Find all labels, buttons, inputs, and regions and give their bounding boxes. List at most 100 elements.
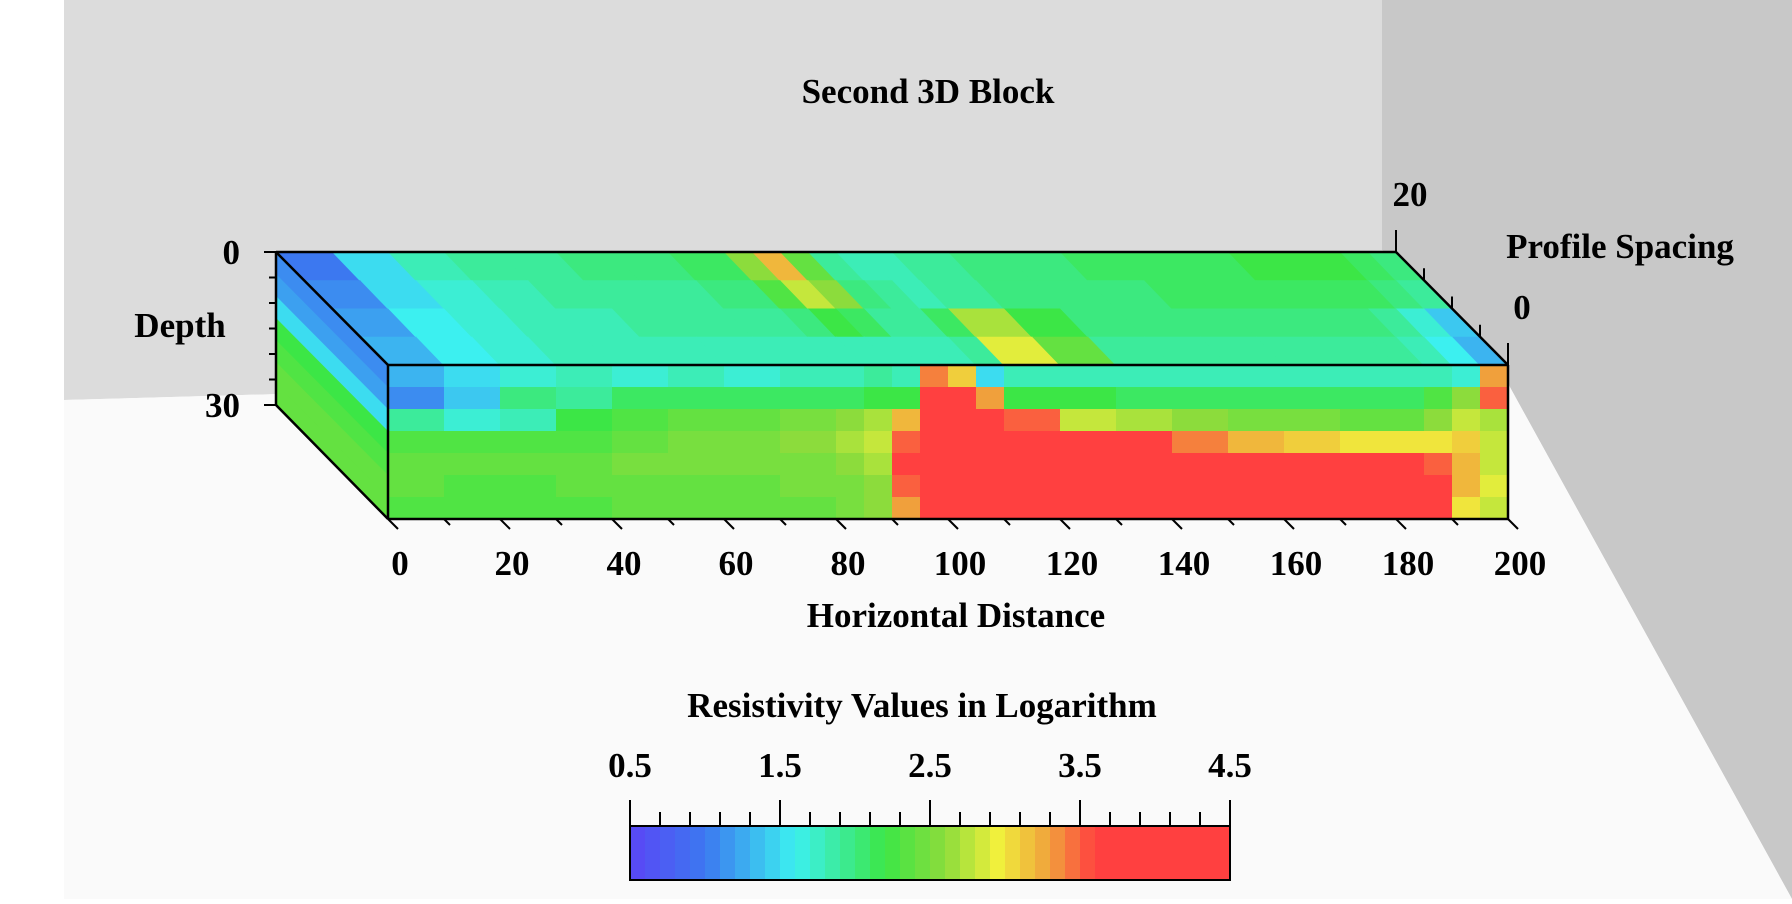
front-face-cell <box>836 431 865 454</box>
front-face-cell <box>724 409 781 432</box>
colorbar-swatch <box>855 826 871 880</box>
tick-mark <box>723 518 735 530</box>
front-face-cell <box>444 365 501 388</box>
colorbar-tick-label: 0.5 <box>608 746 652 785</box>
front-face-cell <box>1284 365 1341 388</box>
colorbar-swatch <box>1140 826 1156 880</box>
front-face-cell <box>1116 431 1173 454</box>
front-face-cell <box>1172 475 1229 498</box>
front-face-cell <box>1284 409 1341 432</box>
axis-tick-labels: 0 20 40 60 80 100 120 140 160 180 200 0 30 0 20 <box>205 175 1546 583</box>
front-face-cell <box>892 409 921 432</box>
top-face-cell <box>1340 252 1397 282</box>
front-face-cell <box>668 475 725 498</box>
front-face-cell <box>668 431 725 454</box>
top-face-cell <box>1340 308 1397 338</box>
colorbar-swatch <box>1125 826 1141 880</box>
front-face-cell <box>976 431 1005 454</box>
x-tick-label: 120 <box>1046 544 1099 583</box>
front-face-cell <box>1060 431 1117 454</box>
front-face-cell <box>1452 497 1481 520</box>
front-face-cell <box>1228 387 1285 410</box>
front-face-cell <box>920 365 949 388</box>
front-face-cell <box>1004 431 1061 454</box>
front-face-cell <box>864 453 893 476</box>
top-face-cell <box>752 252 809 282</box>
colorbar-swatch <box>690 826 706 880</box>
tick-mark <box>1507 518 1519 530</box>
side-face-cell <box>276 340 388 476</box>
front-face-cell <box>1424 431 1453 454</box>
front-face-cell <box>948 431 977 454</box>
front-face-cell <box>1284 387 1341 410</box>
front-face-cell <box>920 387 949 410</box>
front-face-cell <box>1228 365 1285 388</box>
top-face-cell <box>1340 280 1397 310</box>
front-face-cell <box>1116 453 1173 476</box>
top-face-cell <box>780 280 837 310</box>
colorbar-swatch <box>720 826 736 880</box>
tick-mark <box>1227 518 1235 526</box>
front-face-cell <box>1424 475 1453 498</box>
front-face-cell <box>388 387 445 410</box>
top-face-cell <box>780 308 837 338</box>
top-face-cell <box>752 280 809 310</box>
front-face-cell <box>1396 387 1425 410</box>
top-face-cell <box>1396 336 1453 366</box>
front-face-cell <box>836 365 865 388</box>
front-face-cell <box>920 431 949 454</box>
front-face-cell <box>1452 409 1481 432</box>
profile-tick-label: 0 <box>1513 288 1531 327</box>
tick-mark <box>667 518 675 526</box>
top-face-cell <box>808 252 865 282</box>
top-face-cell <box>1424 336 1481 366</box>
front-face-cell <box>556 431 613 454</box>
colorbar-swatch <box>915 826 931 880</box>
tick-mark <box>891 518 899 526</box>
colorbar-swatch <box>1065 826 1081 880</box>
front-face-cell <box>724 475 781 498</box>
front-face-cell <box>500 453 557 476</box>
front-face-cell <box>976 453 1005 476</box>
colorbar-swatch <box>750 826 766 880</box>
colorbar-swatch <box>1155 826 1171 880</box>
front-face-cell <box>948 475 977 498</box>
front-face-cell <box>1116 409 1173 432</box>
x-tick-label: 20 <box>495 544 530 583</box>
colorbar-swatch <box>945 826 961 880</box>
tick-mark <box>1395 518 1407 530</box>
front-face-cell <box>612 409 669 432</box>
colorbar-label: Resistivity Values in Logarithm <box>687 686 1157 725</box>
top-face-cell <box>780 252 837 282</box>
front-face-cell <box>500 497 557 520</box>
top-face-cell <box>864 252 921 282</box>
front-face-cell <box>836 453 865 476</box>
colorbar-swatch <box>840 826 856 880</box>
front-face-cell <box>1004 365 1061 388</box>
front-face-cell <box>976 409 1005 432</box>
front-face-cell <box>948 387 977 410</box>
front-face-cell <box>1060 365 1117 388</box>
front-face-cell <box>612 387 669 410</box>
front-face-cell <box>892 365 921 388</box>
front-face-cell <box>668 453 725 476</box>
colorbar-swatch <box>630 826 646 880</box>
front-face-cell <box>668 409 725 432</box>
front-face-cell <box>920 475 949 498</box>
front-face-cell <box>1452 387 1481 410</box>
side-face-cell <box>276 274 388 410</box>
front-face-cell <box>836 497 865 520</box>
tick-mark <box>1059 518 1071 530</box>
front-face-cell <box>1284 431 1341 454</box>
top-face-cell <box>1368 280 1425 310</box>
colorbar-swatch <box>825 826 841 880</box>
front-face-cell <box>780 431 837 454</box>
tick-mark <box>1451 518 1459 526</box>
front-face-cell <box>1480 365 1509 388</box>
front-face-cell <box>1060 453 1117 476</box>
colorbar-tick-label: 1.5 <box>758 746 802 785</box>
top-face-cell <box>1312 252 1369 282</box>
x-tick-label: 100 <box>934 544 987 583</box>
axis-ticks <box>264 230 1519 530</box>
colorbar-tick-label: 3.5 <box>1058 746 1102 785</box>
